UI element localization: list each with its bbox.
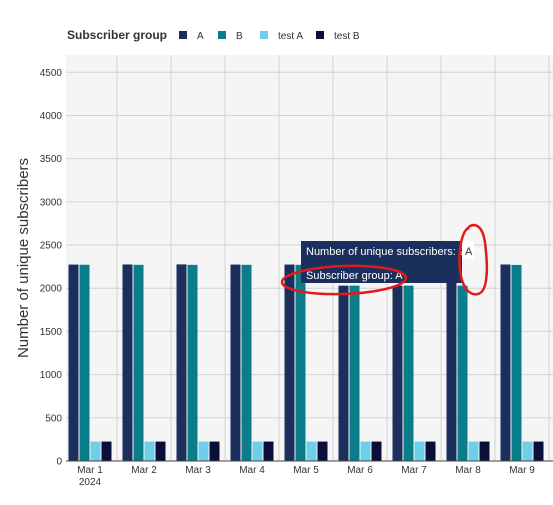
x-tick-label: Mar 2	[131, 465, 157, 476]
x-tick-label: Mar 9	[509, 465, 535, 476]
x-tick-label: Mar 8	[455, 465, 481, 476]
bar-test-a-mar-4[interactable]	[252, 441, 263, 461]
y-tick-label: 4000	[40, 111, 63, 122]
bar-b-mar-7[interactable]	[403, 285, 414, 461]
red-circle-annotation-bar	[458, 223, 489, 296]
bar-b-mar-1[interactable]	[79, 264, 90, 461]
y-tick-label: 2500	[40, 241, 63, 252]
x-tick-label: Mar 1	[77, 465, 103, 476]
bar-a-mar-2[interactable]	[122, 264, 133, 461]
y-tick-label: 0	[56, 457, 62, 468]
bar-b-mar-8[interactable]	[457, 285, 468, 461]
bar-test-b-mar-4[interactable]	[263, 441, 274, 461]
bar-b-mar-4[interactable]	[241, 264, 252, 461]
bar-a-mar-1[interactable]	[68, 264, 79, 461]
y-tick-label: 1000	[40, 370, 63, 381]
x-tick-label: Mar 6	[347, 465, 373, 476]
legend-swatch-a[interactable]	[179, 31, 187, 39]
hand-drawn-annotations	[280, 223, 489, 296]
bar-test-b-mar-9[interactable]	[533, 441, 544, 461]
tooltip-line-2: Subscriber group: A	[306, 270, 403, 282]
y-tick-label: 500	[45, 413, 62, 424]
x-tick-label: Mar 7	[401, 465, 427, 476]
bar-test-a-mar-3[interactable]	[198, 441, 209, 461]
bar-test-a-mar-2[interactable]	[144, 441, 155, 461]
tooltip-line-1: Number of unique subscribers: 2274	[306, 246, 483, 258]
bar-test-b-mar-1[interactable]	[101, 441, 112, 461]
tooltip-group-tag: A	[465, 246, 473, 258]
hover-tooltip: Number of unique subscribers: 2274 Subsc…	[301, 241, 483, 283]
bar-a-mar-4[interactable]	[230, 264, 241, 461]
bar-test-b-mar-3[interactable]	[209, 441, 220, 461]
legend-label[interactable]: A	[197, 31, 204, 42]
bar-b-mar-6[interactable]	[349, 285, 360, 461]
legend-label[interactable]: test B	[334, 31, 360, 42]
bar-test-b-mar-8[interactable]	[479, 441, 490, 461]
y-axis-label: Number of unique subscribers	[15, 158, 32, 358]
x-tick-label: Mar 3	[185, 465, 211, 476]
bar-test-a-mar-1[interactable]	[90, 441, 101, 461]
bar-test-b-mar-6[interactable]	[371, 441, 382, 461]
bar-test-a-mar-5[interactable]	[306, 441, 317, 461]
x-tick-label: Mar 4	[239, 465, 265, 476]
bar-test-a-mar-9[interactable]	[522, 441, 533, 461]
x-year-label: 2024	[79, 477, 102, 488]
bar-a-mar-9[interactable]	[500, 264, 511, 461]
bar-test-b-mar-2[interactable]	[155, 441, 166, 461]
legend-swatch-test-a[interactable]	[260, 31, 268, 39]
legend-title: Subscriber group	[67, 28, 167, 42]
legend-label[interactable]: B	[236, 31, 243, 42]
x-tick-label: Mar 5	[293, 465, 319, 476]
y-tick-label: 3000	[40, 197, 63, 208]
red-circle-annotation-tooltip	[280, 264, 408, 296]
y-tick-label: 1500	[40, 327, 63, 338]
bar-test-a-mar-6[interactable]	[360, 441, 371, 461]
bar-test-a-mar-7[interactable]	[414, 441, 425, 461]
bar-b-mar-9[interactable]	[511, 264, 522, 461]
bar-test-b-mar-5[interactable]	[317, 441, 328, 461]
y-tick-label: 3500	[40, 154, 63, 165]
bar-a-mar-5[interactable]	[284, 264, 295, 461]
bar-b-mar-5[interactable]	[295, 264, 306, 461]
bar-a-mar-6[interactable]	[338, 285, 349, 461]
y-tick-label: 4500	[40, 68, 63, 79]
bar-test-b-mar-7[interactable]	[425, 441, 436, 461]
bar-a-mar-8[interactable]	[446, 264, 457, 461]
bar-a-mar-7[interactable]	[392, 285, 403, 461]
bar-a-mar-3[interactable]	[176, 264, 187, 461]
y-tick-label: 2000	[40, 284, 63, 295]
legend-swatch-test-b[interactable]	[316, 31, 324, 39]
bar-b-mar-2[interactable]	[133, 264, 144, 461]
legend-swatch-b[interactable]	[218, 31, 226, 39]
bar-test-a-mar-8[interactable]	[468, 441, 479, 461]
legend-label[interactable]: test A	[278, 31, 303, 42]
bar-b-mar-3[interactable]	[187, 264, 198, 461]
